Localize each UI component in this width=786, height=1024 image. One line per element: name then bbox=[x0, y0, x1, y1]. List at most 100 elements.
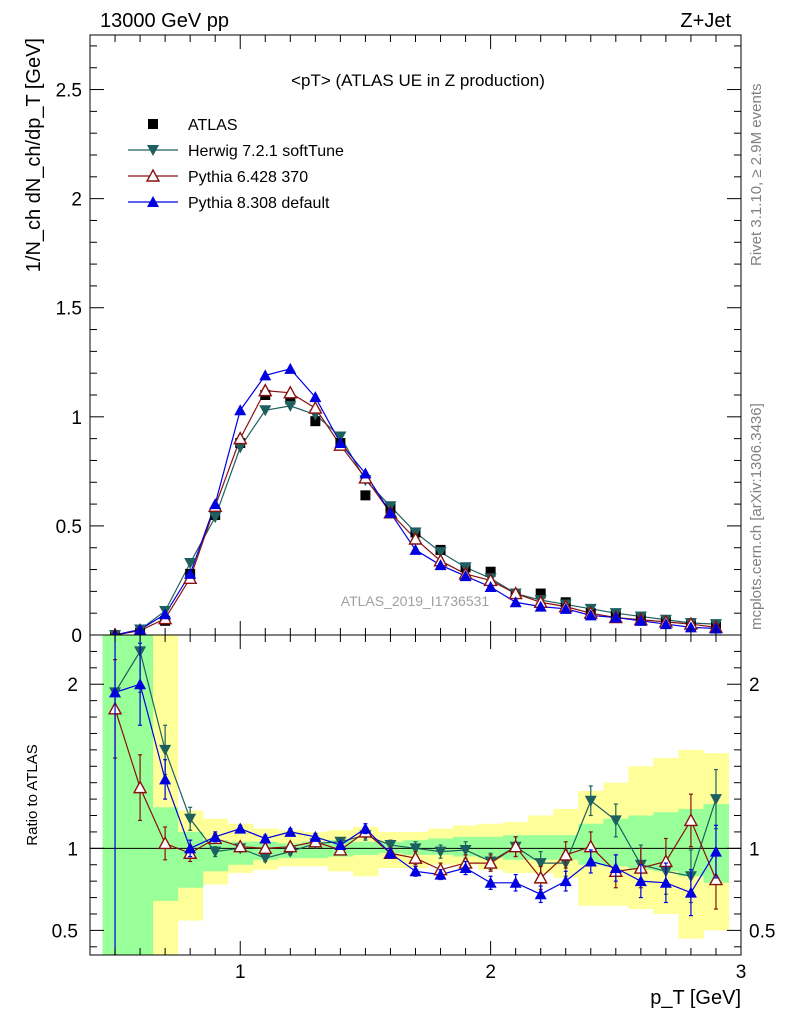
bottom-y-axis-label: Ratio to ATLAS bbox=[24, 744, 41, 845]
legend-entry-label: Herwig 7.2.1 softTune bbox=[188, 143, 344, 160]
top-data-point bbox=[459, 570, 472, 582]
top-data-point bbox=[209, 512, 222, 524]
ratio-data-point bbox=[559, 875, 572, 887]
top-y-tick-label: 0.5 bbox=[56, 517, 82, 538]
top-data-point bbox=[534, 600, 547, 612]
ratio-data-point bbox=[284, 825, 297, 837]
ratio-data-point bbox=[109, 686, 122, 698]
top-y-tick-label: 0 bbox=[71, 626, 82, 647]
top-data-point bbox=[659, 618, 672, 630]
bottom-y-tick-label: 2 bbox=[67, 675, 78, 696]
ratio-data-point bbox=[408, 850, 423, 864]
x-tick-label: 3 bbox=[736, 962, 747, 983]
top-data-point bbox=[484, 581, 497, 592]
ratio-data-point bbox=[459, 862, 472, 874]
ratio-data-point bbox=[484, 876, 497, 888]
ratio-data-point bbox=[534, 888, 547, 900]
top-data-point bbox=[434, 559, 447, 571]
ratio-data-point bbox=[434, 868, 447, 880]
top-data-point bbox=[285, 394, 296, 405]
ratio-data-point bbox=[684, 886, 697, 898]
header-right-label: Z+Jet bbox=[680, 10, 731, 32]
ratio-data-point bbox=[509, 876, 522, 888]
top-y-axis-label: 1/N_ch dN_ch/dp_T [GeV] bbox=[23, 38, 45, 272]
bottom-frame bbox=[89, 634, 742, 956]
ratio-data-point bbox=[534, 858, 547, 870]
top-y-tick-label: 1 bbox=[71, 408, 82, 429]
top-y-tick-label: 2 bbox=[71, 190, 82, 211]
top-data-point bbox=[509, 596, 522, 608]
top-data-point bbox=[258, 383, 273, 397]
ratio-data-point bbox=[283, 839, 298, 853]
ratio-uncertainty-bands bbox=[102, 635, 729, 955]
top-y-tick-label: 2.5 bbox=[56, 81, 82, 102]
ratio-inner-band bbox=[478, 836, 504, 859]
ratio-data-point bbox=[409, 865, 422, 877]
top-data-point bbox=[709, 622, 722, 634]
top-data-point bbox=[234, 442, 247, 454]
ratio-data-point bbox=[359, 822, 372, 834]
ratio-data-point bbox=[459, 844, 472, 856]
side-label-top: Rivet 3.1.10, ≥ 2.9M events bbox=[748, 84, 765, 267]
legend-entry-label: Pythia 8.308 default bbox=[188, 195, 330, 212]
ratio-data-point bbox=[184, 842, 197, 854]
ratio-data-point bbox=[483, 855, 498, 869]
x-tick-label: 1 bbox=[235, 962, 246, 983]
bottom-axes: 0.5 0.5 1 1 2 2 1 2 3 bbox=[52, 635, 775, 983]
ratio-data-point bbox=[709, 845, 722, 857]
top-data-point bbox=[184, 558, 197, 569]
top-data-point bbox=[334, 437, 347, 448]
ratio-data-point bbox=[184, 813, 197, 825]
ratio-data-point bbox=[259, 832, 272, 844]
top-axes: 0 0.5 1 1.5 2 2.5 bbox=[56, 35, 742, 647]
bottom-panel: 0.5 0.5 1 1 2 2 1 2 3 Ratio to ATLAS p_T [GeV] bbox=[24, 634, 775, 1009]
ratio-data-point bbox=[558, 847, 573, 861]
top-data-point bbox=[284, 362, 297, 374]
ratio-data-point bbox=[683, 812, 699, 827]
ratio-data-point bbox=[384, 847, 397, 859]
top-data-point bbox=[283, 385, 298, 399]
top-data-point bbox=[434, 547, 447, 559]
ratio-data-point bbox=[309, 830, 322, 842]
top-chart-title: <pT> (ATLAS UE in Z production) bbox=[291, 71, 545, 90]
ratio-data-point bbox=[334, 839, 347, 851]
top-data-point bbox=[559, 602, 572, 614]
top-data-point bbox=[309, 391, 322, 403]
ratio-data-point bbox=[508, 839, 523, 853]
legend-marker bbox=[145, 168, 161, 182]
ratio-data-point bbox=[434, 846, 447, 858]
top-data-point bbox=[159, 608, 172, 620]
top-data-point bbox=[259, 405, 272, 417]
top-data-point bbox=[209, 498, 222, 510]
legend: ATLAS Herwig 7.2.1 softTune Pythia 6.428 3… bbox=[128, 117, 344, 212]
ratio-data-point bbox=[132, 780, 148, 794]
side-label-bottom: mcplots.cern.ch [arXiv:1306.3436] bbox=[748, 403, 765, 630]
x-axis-label: p_T [GeV] bbox=[650, 987, 741, 1009]
ratio-data-point bbox=[134, 678, 147, 690]
top-data-point bbox=[259, 369, 272, 381]
ratio-data-point bbox=[659, 876, 672, 888]
top-data-point bbox=[360, 490, 371, 501]
legend-entry-label: ATLAS bbox=[188, 117, 238, 134]
top-data-point bbox=[535, 588, 546, 599]
top-y-tick-label: 1.5 bbox=[56, 299, 82, 320]
bottom-y-tick-label-right: 0.5 bbox=[749, 921, 775, 942]
legend-entry-label: Pythia 6.428 370 bbox=[188, 169, 308, 186]
top-data-point bbox=[485, 566, 496, 577]
top-data-point bbox=[634, 614, 647, 626]
watermark-label: ATLAS_2019_I1736531 bbox=[341, 593, 490, 609]
ratio-data-point bbox=[159, 744, 172, 756]
top-data-point bbox=[584, 609, 597, 621]
ratio-data-point bbox=[209, 846, 222, 858]
ratio-data-point bbox=[409, 843, 422, 855]
ratio-data-point bbox=[233, 839, 248, 853]
top-data-point bbox=[409, 543, 422, 555]
ratio-data-point bbox=[209, 830, 222, 842]
ratio-data-point bbox=[533, 870, 548, 884]
ratio-data-point bbox=[384, 840, 397, 852]
legend-marker bbox=[147, 145, 159, 156]
ratio-data-point bbox=[234, 822, 247, 834]
ratio-data-point bbox=[157, 835, 173, 850]
ratio-data-point bbox=[259, 853, 272, 865]
